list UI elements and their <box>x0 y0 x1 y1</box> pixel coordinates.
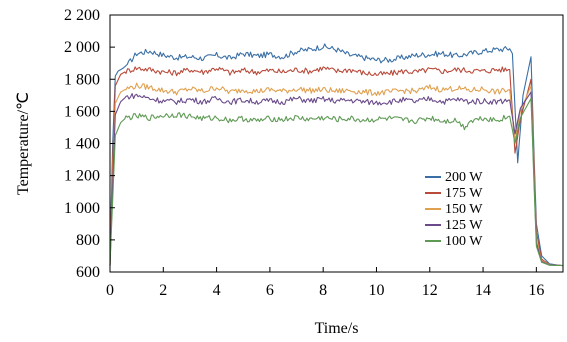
y-axis: 600 800 1 000 1 200 1 400 1 600 1 800 2 000 2 20… <box>64 7 115 281</box>
series-line <box>109 91 564 267</box>
y-tick-label: 1 600 <box>64 103 100 120</box>
series-line <box>109 66 564 267</box>
x-tick-label: 2 <box>159 282 167 299</box>
y-tick-label: 1 400 <box>64 136 100 153</box>
x-tick-label: 14 <box>475 282 491 299</box>
plot-frame <box>109 14 564 273</box>
x-axis: 0 2 4 6 8 10 12 14 16 <box>106 267 544 299</box>
y-axis-title: Temperature/℃ <box>15 92 32 195</box>
series-line <box>109 43 564 267</box>
legend-label: 100 W <box>445 234 483 249</box>
x-tick-label: 4 <box>213 282 221 299</box>
y-tick-label: 600 <box>76 264 100 281</box>
series-line <box>109 82 564 267</box>
legend-label: 175 W <box>445 186 483 201</box>
legend-label: 150 W <box>445 202 483 217</box>
legend-label: 125 W <box>445 218 483 233</box>
series-line <box>109 97 564 267</box>
x-tick-label: 10 <box>368 282 384 299</box>
legend-label: 200 W <box>445 170 483 185</box>
x-tick-label: 6 <box>266 282 274 299</box>
y-tick-label: 1 800 <box>64 71 100 88</box>
y-tick-label: 2 000 <box>64 39 100 56</box>
x-tick-label: 8 <box>319 282 327 299</box>
y-tick-label: 1 000 <box>64 200 100 217</box>
x-tick-label: 12 <box>422 282 438 299</box>
x-axis-title: Time/s <box>315 320 359 337</box>
series-layer <box>109 43 564 267</box>
y-tick-label: 1 200 <box>64 168 100 185</box>
x-tick-label: 0 <box>106 282 114 299</box>
y-tick-label: 800 <box>76 232 100 249</box>
x-tick-label: 16 <box>528 282 544 299</box>
y-tick-label: 2 200 <box>64 7 100 24</box>
